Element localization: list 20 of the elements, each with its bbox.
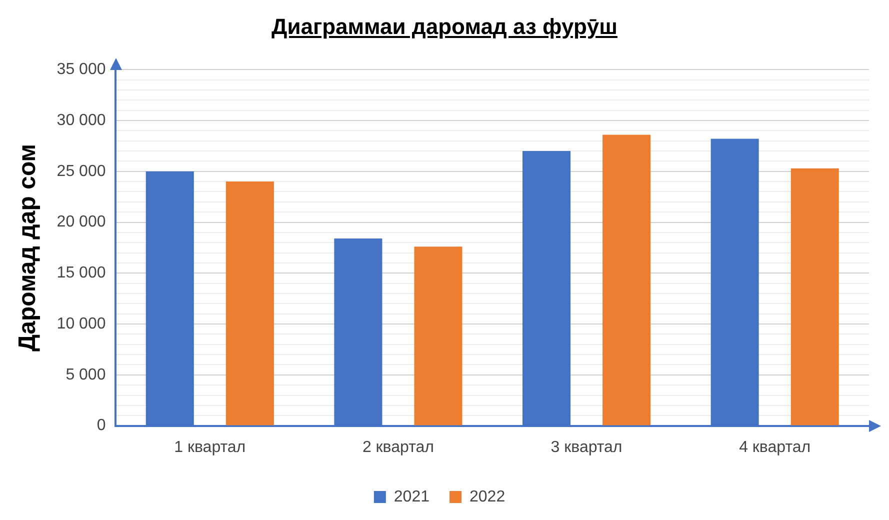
y-tick-label: 20 000 (56, 214, 106, 231)
y-tick-label: 10 000 (56, 315, 106, 332)
y-tick-label: 0 (96, 417, 106, 434)
bar (602, 134, 651, 426)
x-tick-label: 4 квартал (739, 438, 811, 456)
x-tick-label: 3 квартал (550, 438, 622, 456)
y-tick-label: 15 000 (56, 264, 106, 282)
chart-title: Диаграммаи даромад аз фурӯш (270, 14, 618, 40)
bar (414, 246, 462, 426)
legend-label: 2021 (394, 488, 430, 506)
y-tick-label: 5 000 (66, 366, 106, 384)
bar (790, 168, 839, 426)
y-tick-label: 30 000 (56, 112, 106, 129)
x-tick-label: 1 квартал (174, 438, 246, 456)
y-axis-title: Даромад дар сом (14, 144, 42, 352)
legend-label: 2022 (470, 488, 506, 506)
y-tick-label: 25 000 (56, 162, 106, 180)
bar (226, 182, 274, 426)
x-tick-label: 2 квартал (362, 438, 434, 456)
y-tick-label: 35 000 (56, 61, 106, 78)
